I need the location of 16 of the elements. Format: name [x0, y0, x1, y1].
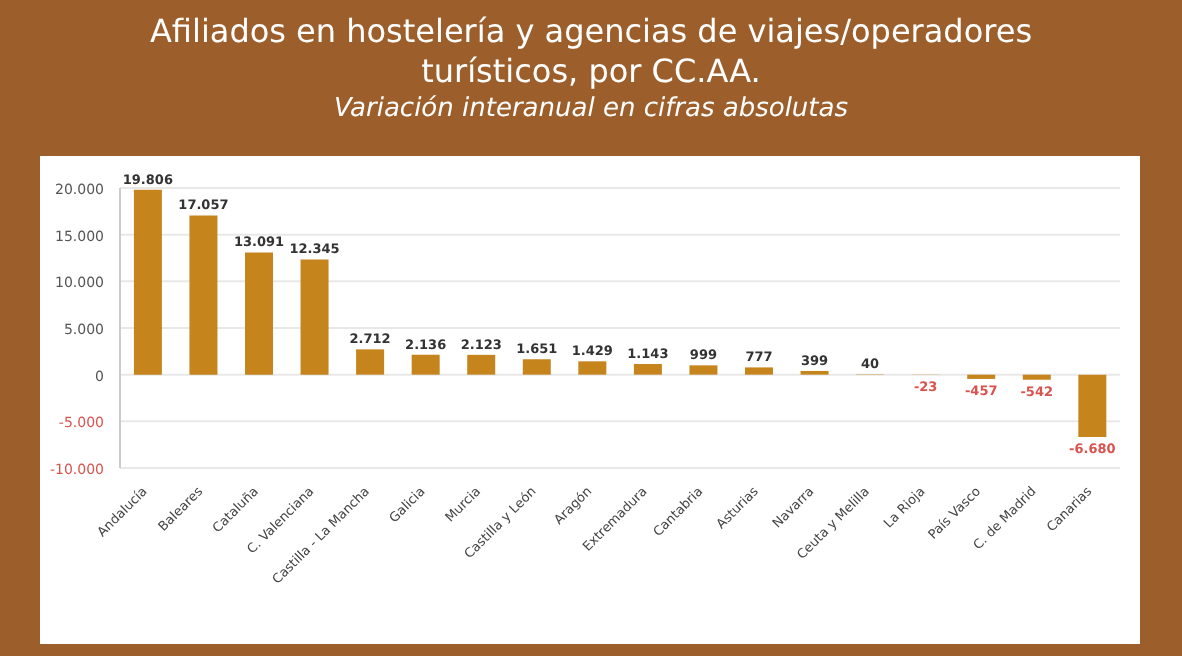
bar [578, 361, 607, 375]
bar [411, 354, 440, 375]
chart-subtitle: Variación interanual en cifras absolutas [331, 94, 851, 124]
bar [133, 189, 162, 375]
chart-title: Afiliados en hostelería y agencias de viajes/operadores turísticos, por CC.AA. [147, 10, 1035, 92]
bar [1078, 374, 1107, 438]
bar [245, 252, 273, 375]
bar [633, 364, 662, 375]
bar [1022, 374, 1051, 380]
bar [689, 365, 718, 375]
bar [467, 354, 496, 375]
bar [300, 259, 329, 375]
bar [189, 215, 218, 375]
bar [522, 359, 551, 375]
bar [356, 349, 385, 375]
bar [745, 367, 773, 375]
